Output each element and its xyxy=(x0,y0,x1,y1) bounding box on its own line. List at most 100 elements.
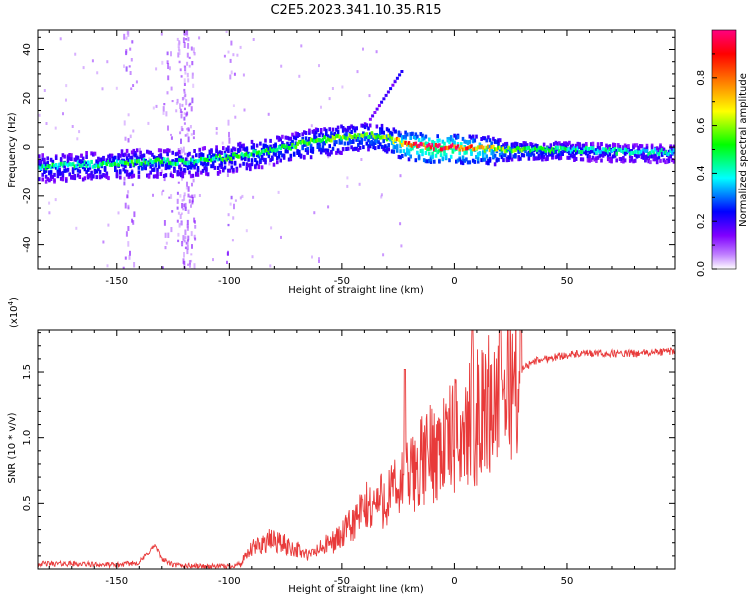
spectrogram-cell xyxy=(108,157,112,162)
spectrogram-cell xyxy=(348,140,352,145)
spectrogram-cell xyxy=(483,148,487,153)
spectrogram-noise-cell xyxy=(106,264,109,268)
spectrogram-cell xyxy=(255,151,259,156)
spectrogram-cell xyxy=(664,160,667,165)
spectrogram-heatmap xyxy=(38,30,675,269)
spectrogram-cell xyxy=(551,155,554,160)
spectrogram-cell xyxy=(122,162,125,167)
spectrogram-noise-cell xyxy=(123,64,125,68)
spectrogram-noise-cell xyxy=(399,174,402,178)
spectrogram-cell xyxy=(466,146,470,151)
spectrogram-cell xyxy=(399,149,402,154)
spectrogram-cell xyxy=(448,145,451,150)
spectrogram-cell xyxy=(73,157,77,162)
spectrogram-cell xyxy=(362,123,365,128)
spectrogram-cell xyxy=(71,162,75,167)
spectrogram-noise-cell xyxy=(277,190,280,194)
spectrogram-cell xyxy=(301,136,304,141)
spectrogram-cell xyxy=(406,132,409,137)
spectrogram-cell xyxy=(574,148,578,153)
spectrogram-cell xyxy=(573,158,576,162)
spectrogram-cell xyxy=(58,167,61,172)
spectrogram-cell xyxy=(628,151,632,156)
spectrogram-cell xyxy=(358,134,362,139)
spectrogram-cell xyxy=(644,154,647,159)
spectrogram-cell xyxy=(107,154,110,159)
spectrogram-noise-cell xyxy=(177,181,180,184)
spectrogram-cell xyxy=(642,147,645,152)
spectrogram-cell xyxy=(466,140,470,145)
spectrogram-noise-cell xyxy=(380,195,383,199)
spectrogram-cell xyxy=(225,157,228,162)
spectrogram-noise-cell xyxy=(38,113,41,117)
spectrogram-cell xyxy=(368,140,372,145)
spectrogram-cell xyxy=(157,154,161,159)
spectrogram-cell xyxy=(70,153,73,158)
spectrogram-cell xyxy=(186,161,190,166)
spectrogram-cell xyxy=(542,155,546,159)
spectrogram-noise-cell xyxy=(187,186,190,192)
spectrogram-cell xyxy=(71,167,75,172)
spectrogram-cell xyxy=(298,133,301,137)
spectrogram-cell xyxy=(313,129,316,134)
spectrogram-cell xyxy=(51,162,55,167)
spectrogram-cell xyxy=(232,146,235,151)
spectrogram-cell xyxy=(541,157,544,162)
spectrogram-cell xyxy=(321,148,325,153)
spectrogram-cell xyxy=(316,142,320,147)
spectrogram-cell xyxy=(201,153,205,158)
spectrogram-cell xyxy=(448,158,451,163)
spectrogram-cell xyxy=(326,152,330,157)
spectrogram-cell xyxy=(667,149,671,154)
spectrogram-cell xyxy=(375,135,379,140)
spectrogram-cell xyxy=(417,143,421,148)
spectrogram-cell xyxy=(340,136,343,141)
spectrogram-cell xyxy=(83,160,87,165)
spectrogram-cell xyxy=(556,141,559,146)
spectrogram-cell xyxy=(515,142,519,147)
spectrogram-cell xyxy=(505,158,509,163)
spectrogram-cell xyxy=(119,175,122,180)
spectrogram-cell xyxy=(75,164,78,169)
spectrogram-cell xyxy=(497,139,500,144)
spectrogram-cell xyxy=(360,139,363,144)
spectrogram-cell xyxy=(141,156,144,161)
spectrogram-cell xyxy=(80,163,83,168)
spectrogram-cell xyxy=(428,137,431,142)
spectrogram-cell xyxy=(424,145,428,150)
spectrogram-noise-cell xyxy=(176,206,179,210)
spectrogram-noise-cell xyxy=(168,66,171,71)
spectrogram-cell xyxy=(524,149,527,153)
spectrogram-noise-cell xyxy=(78,130,81,134)
spectrogram-cell xyxy=(223,165,227,170)
spectrogram-cell xyxy=(401,139,404,144)
spectrogram-noise-cell xyxy=(132,129,135,133)
spectrogram-cell xyxy=(129,159,132,164)
spectrogram-cell xyxy=(238,141,242,146)
spectrogram-cell xyxy=(309,155,313,160)
spectrogram-cell xyxy=(502,146,505,151)
spectrogram-cell xyxy=(590,142,593,147)
spectrogram-cell xyxy=(600,142,603,146)
spectrogram-noise-cell xyxy=(182,208,185,211)
spectrogram-noise-cell xyxy=(375,50,378,54)
spectrogram-cell xyxy=(365,132,369,137)
spectrogram-cell xyxy=(669,154,672,159)
spectrogram-cell xyxy=(524,141,527,146)
spectrogram-noise-cell xyxy=(177,148,180,152)
spectrogram-cell xyxy=(206,161,210,166)
spectrogram-cell xyxy=(429,145,433,150)
spectrogram-noise-cell xyxy=(177,239,180,243)
spectrogram-cell xyxy=(203,161,206,166)
spectrogram-cell xyxy=(319,130,323,135)
spectrogram-cell xyxy=(633,143,637,148)
spectrogram-cell xyxy=(500,151,504,155)
spectrogram-cell xyxy=(220,165,223,169)
spectrogram-noise-cell xyxy=(176,98,179,104)
spectrogram-cell xyxy=(135,159,139,164)
snr-scale-exponent: 4 xyxy=(7,300,15,305)
spectrogram-cell xyxy=(164,149,168,154)
spectrogram-cell xyxy=(330,149,333,154)
spectrogram-noise-cell xyxy=(183,65,186,68)
spectrogram-cell xyxy=(422,142,426,147)
